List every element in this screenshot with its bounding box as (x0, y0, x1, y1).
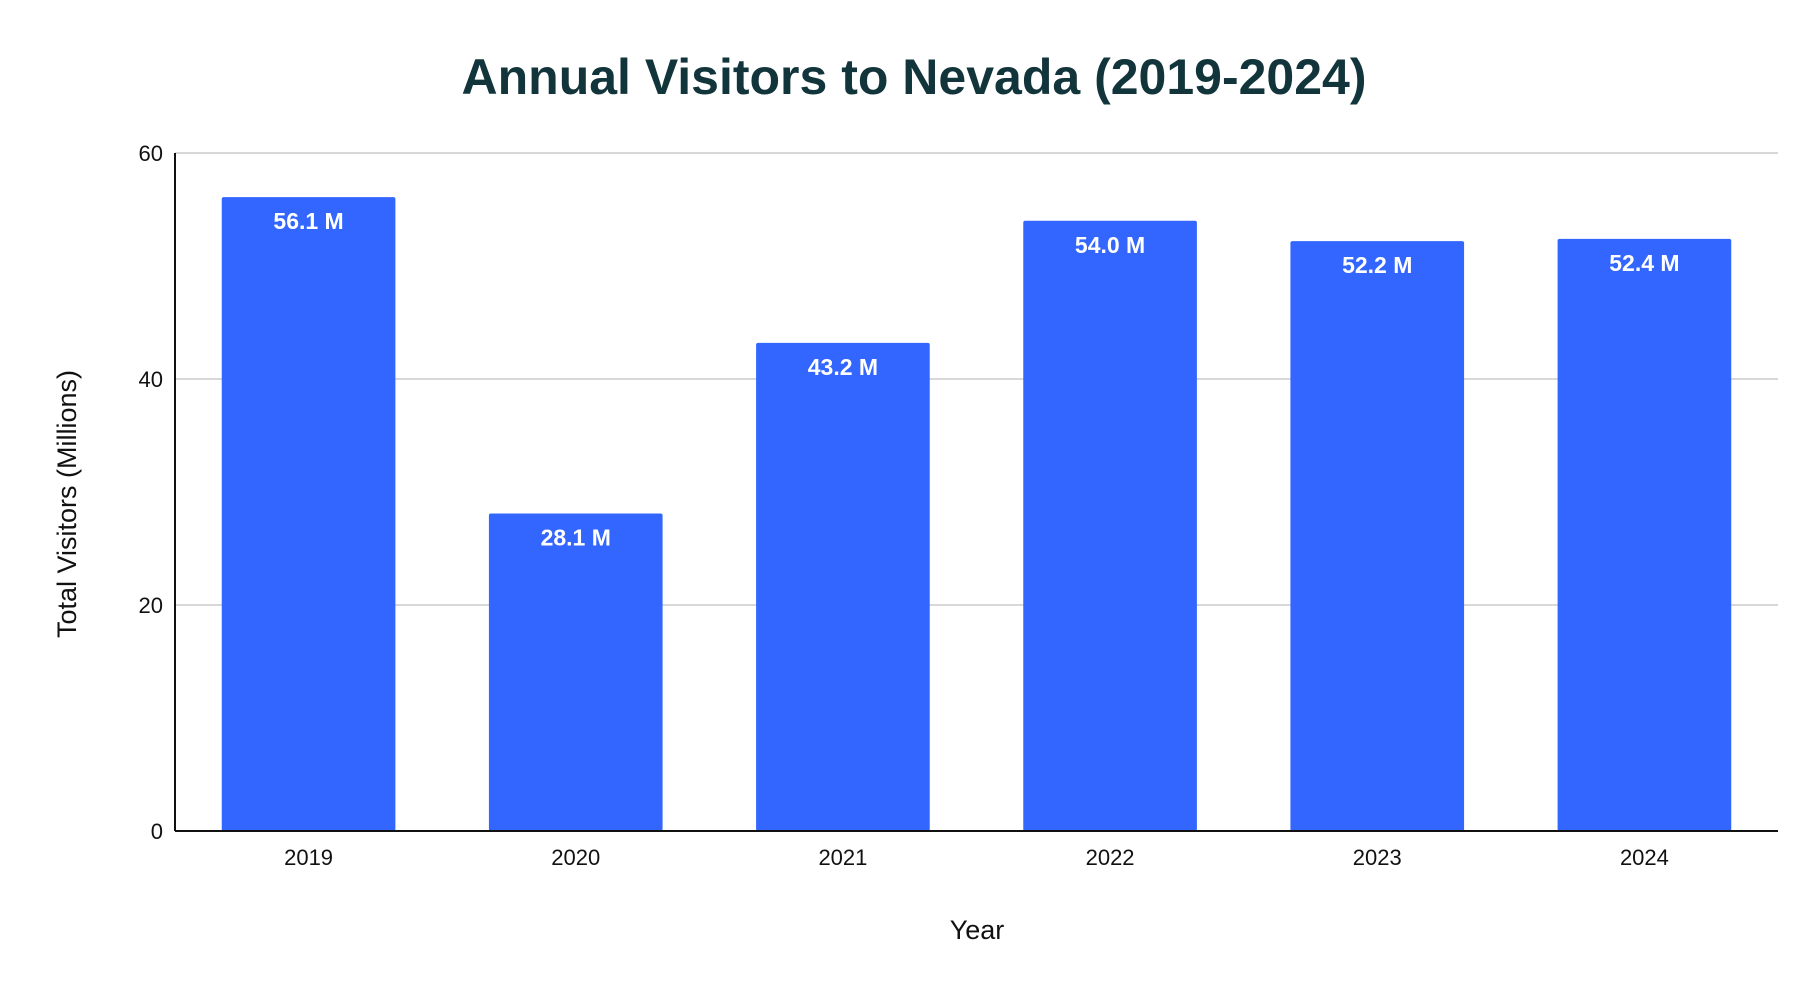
x-tick-label-2023: 2023 (1353, 845, 1402, 870)
data-label-2021: 43.2 M (808, 354, 878, 380)
y-tick-label: 60 (139, 141, 163, 166)
y-tick-label: 40 (139, 367, 163, 392)
gridlines (175, 152, 1778, 606)
bar-2021 (756, 342, 930, 831)
data-label-2023: 52.2 M (1342, 252, 1412, 278)
data-label-2022: 54.0 M (1075, 232, 1145, 258)
y-tick-label: 20 (139, 593, 163, 618)
y-axis-ticks: 0 20 40 60 (139, 141, 163, 844)
data-labels: 56.1 M 28.1 M 43.2 M 54.0 M 52.2 M 52.4 M (273, 208, 1679, 550)
bar-2022 (1023, 220, 1197, 832)
data-label-2024: 52.4 M (1609, 250, 1679, 276)
y-tick-label: 0 (151, 819, 163, 844)
data-label-2019: 56.1 M (273, 208, 343, 234)
x-tick-label-2019: 2019 (284, 845, 333, 870)
bars (221, 197, 1732, 832)
x-tick-label-2021: 2021 (818, 845, 867, 870)
x-axis-title: Year (950, 915, 1005, 945)
chart-title: Annual Visitors to Nevada (2019-2024) (462, 49, 1367, 105)
bar-2020 (488, 513, 663, 831)
data-label-2020: 28.1 M (541, 524, 611, 550)
x-tick-label-2024: 2024 (1620, 845, 1669, 870)
bar-2024 (1557, 238, 1732, 831)
bar-2023 (1290, 241, 1465, 831)
x-tick-label-2020: 2020 (551, 845, 600, 870)
x-tick-label-2022: 2022 (1086, 845, 1135, 870)
bar-2019 (221, 197, 396, 831)
y-axis-title: Total Visitors (Millions) (52, 370, 82, 638)
x-axis-ticks: 2019 2020 2021 2022 2023 2024 (284, 845, 1669, 870)
